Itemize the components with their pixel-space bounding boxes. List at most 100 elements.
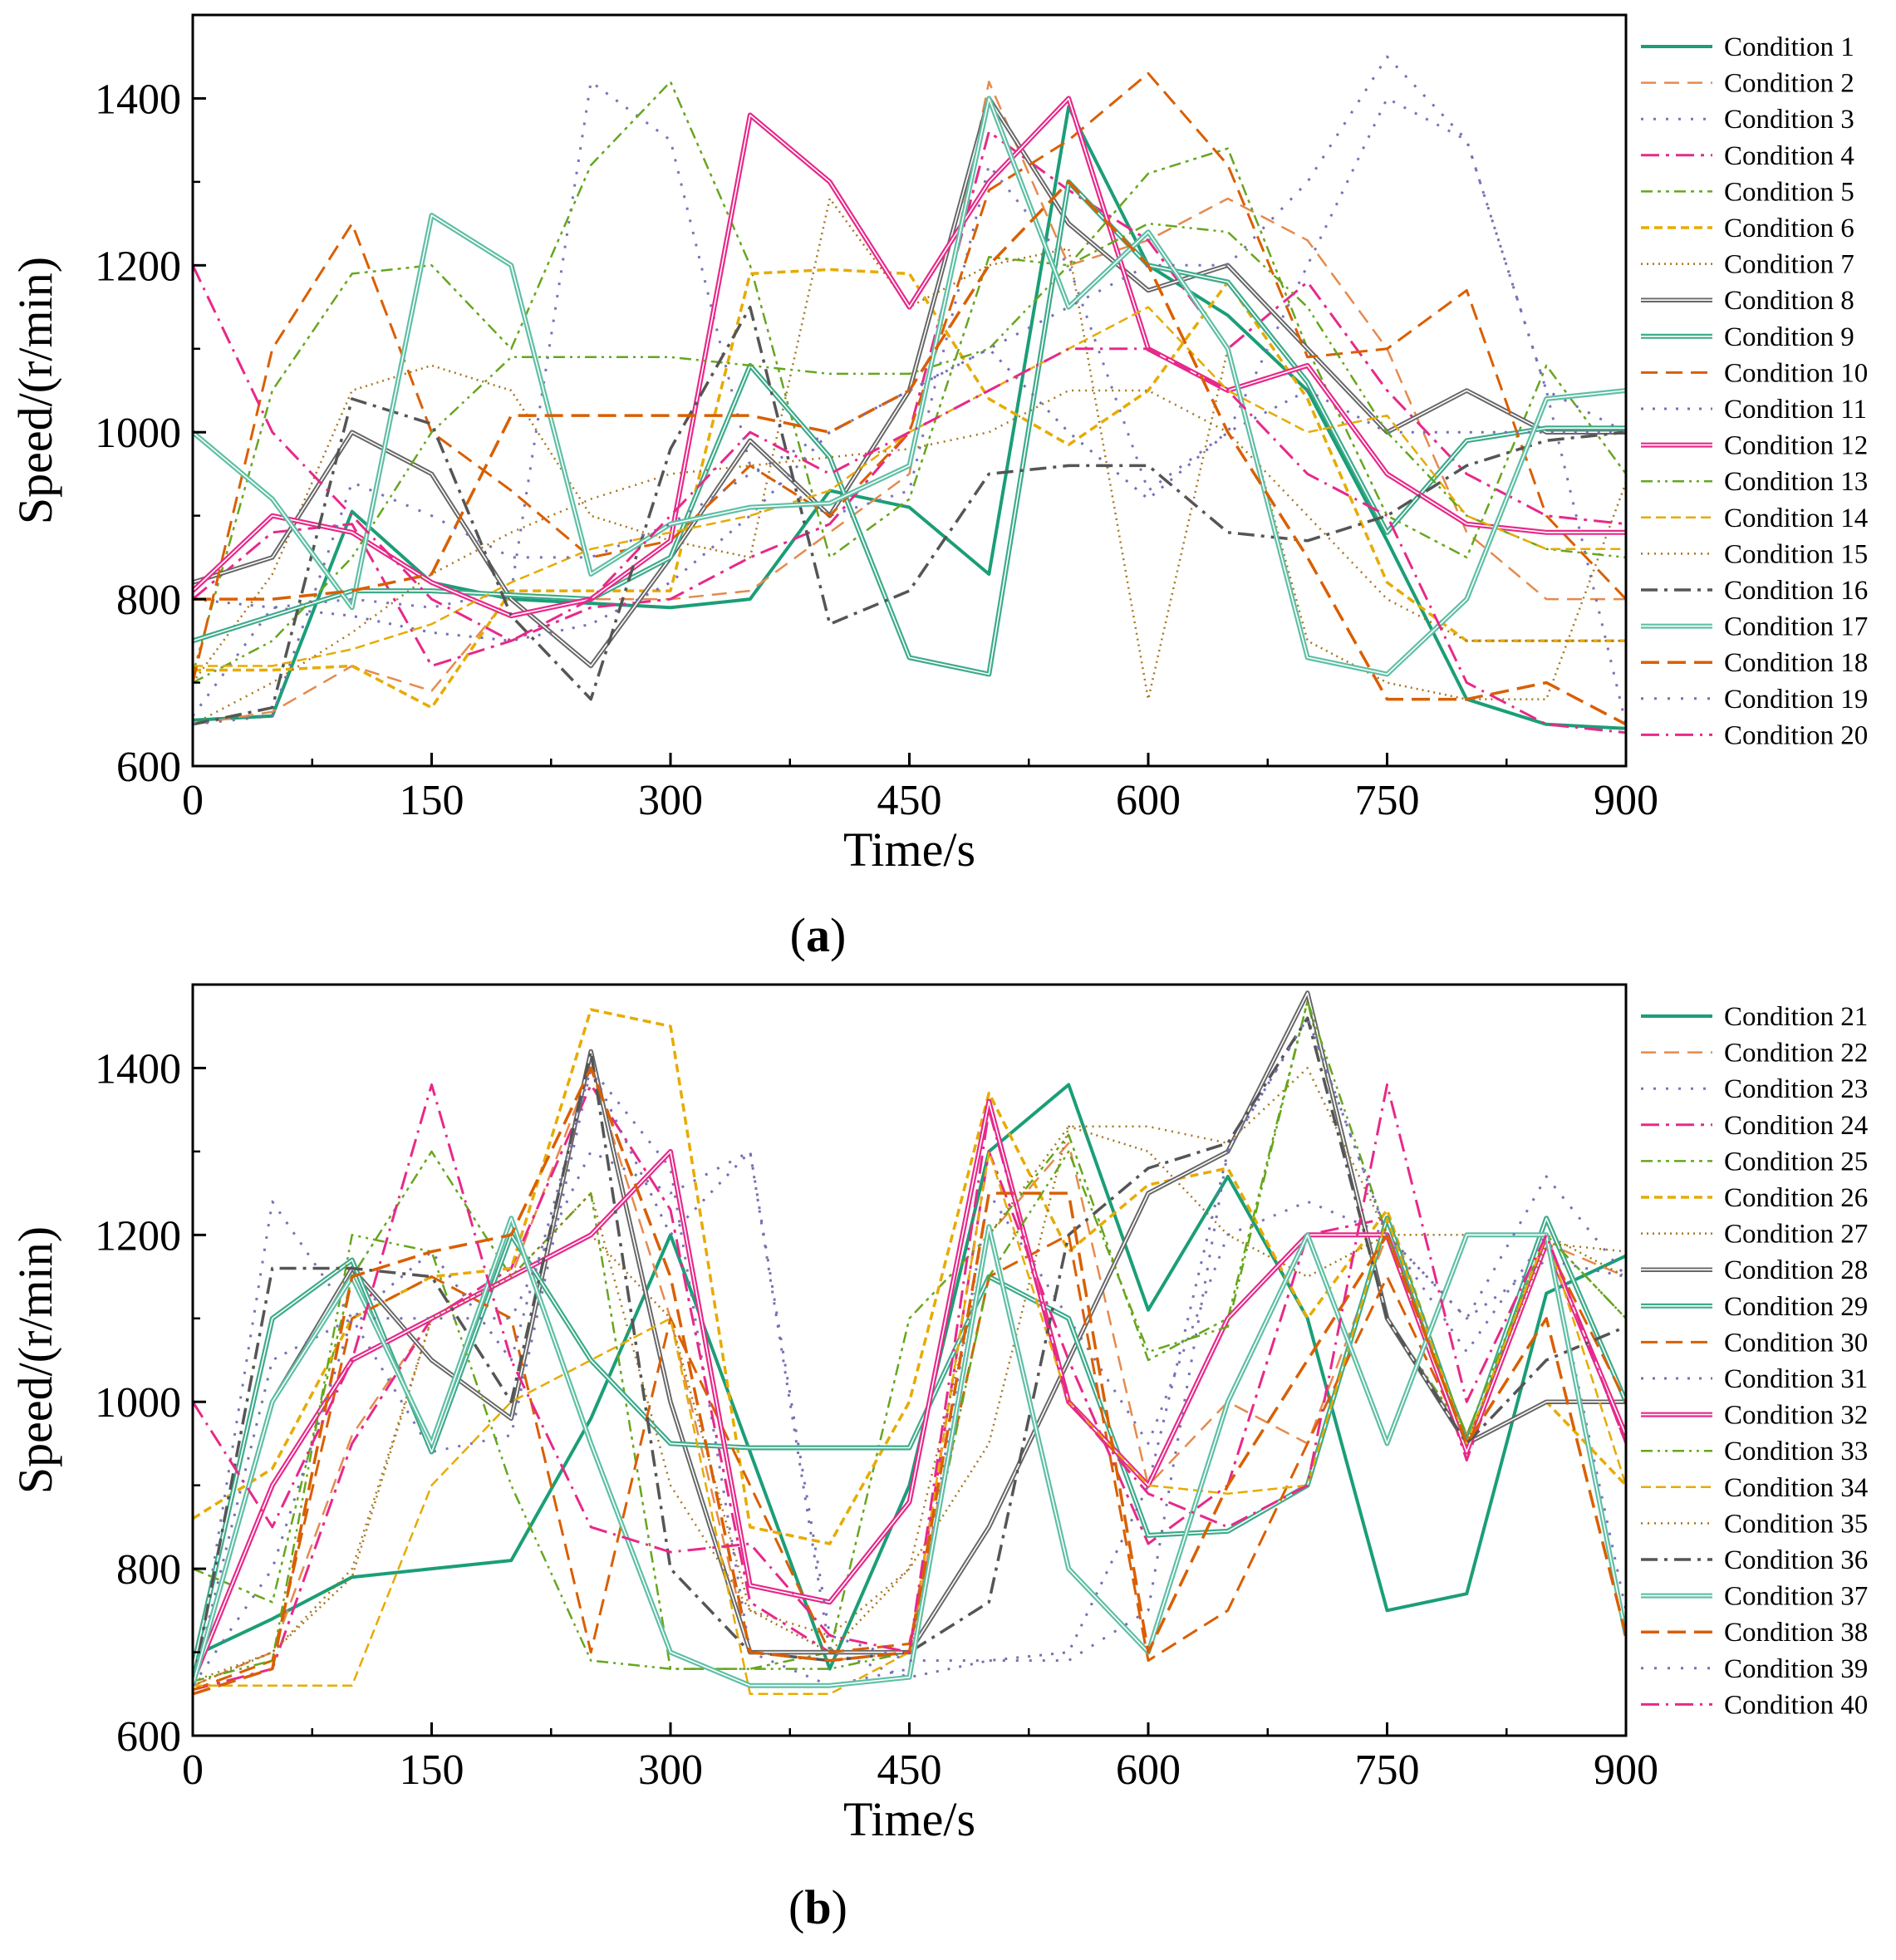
series-line-5: [193, 81, 1626, 675]
x-axis-title: Time/s: [843, 823, 975, 877]
legend: Condition 1 Condition 2 Condition 3 Conditi…: [1641, 32, 1868, 750]
series-line-inner: [193, 1217, 1626, 1687]
legend-label: Condition 17: [1724, 612, 1868, 642]
y-tick-label: 1000: [95, 1379, 181, 1427]
legend-label: Condition 19: [1724, 685, 1868, 715]
legend-label: Condition 28: [1724, 1255, 1868, 1285]
series-line-15: [193, 389, 1626, 725]
panel-label: (b): [788, 1880, 847, 1934]
series-line-20: [193, 264, 1626, 734]
series-line-6: [193, 268, 1626, 710]
series-line-outline: [193, 96, 1626, 669]
series-line-20: [193, 1083, 1626, 1654]
legend-label: Condition 33: [1724, 1437, 1868, 1466]
legend-label: Condition 39: [1724, 1654, 1868, 1684]
x-tick-label: 150: [400, 1746, 464, 1794]
legend-label: Condition 25: [1724, 1147, 1868, 1176]
series-line-6: [193, 1008, 1626, 1545]
y-tick-label: 1400: [95, 76, 181, 123]
x-tick-label: 600: [1116, 1746, 1181, 1794]
panel-label: (a): [790, 908, 847, 962]
legend-label: Condition 16: [1724, 576, 1868, 606]
legend-label: Condition 10: [1724, 358, 1868, 388]
x-tick-label: 0: [182, 1746, 204, 1794]
x-tick-label: 0: [182, 777, 204, 824]
legend-label: Condition 27: [1724, 1220, 1868, 1250]
series-line-7: [193, 197, 1626, 700]
legend-label: Condition 1: [1724, 32, 1854, 62]
y-tick-label: 600: [116, 744, 181, 791]
series-line-inner: [193, 992, 1626, 1686]
legend: Condition 21 Condition 22 Condition 23 Cond…: [1641, 1002, 1868, 1720]
panel-a: 0 150 300 450 600 750 900 600 800 1000 1200 1400 Tim…: [8, 13, 1868, 962]
y-tick-label: 1000: [95, 410, 181, 457]
legend-label: Condition 11: [1724, 395, 1867, 425]
y-tick-label: 800: [116, 577, 181, 624]
y-tick-label: 600: [116, 1713, 181, 1761]
y-axis-title: Speed/(r/min): [8, 257, 62, 524]
legend-label: Condition 13: [1724, 467, 1868, 497]
x-tick-label: 900: [1594, 1746, 1658, 1794]
legend-label: Condition 38: [1724, 1618, 1868, 1648]
series-line-16: [193, 305, 1626, 726]
series-line-4: [193, 130, 1626, 667]
x-tick-label: 450: [877, 777, 942, 824]
plot-area: [193, 990, 1626, 1696]
legend-label: Condition 32: [1724, 1401, 1868, 1431]
series-line-inner: [193, 181, 1626, 675]
y-tick-label: 1200: [95, 243, 181, 290]
legend-label: Condition 5: [1724, 177, 1854, 207]
x-tick-label: 300: [638, 1746, 703, 1794]
legend-label: Condition 18: [1724, 648, 1868, 678]
legend-label: Condition 35: [1724, 1509, 1868, 1539]
legend-label: Condition 24: [1724, 1111, 1868, 1141]
y-tick-label: 1400: [95, 1045, 181, 1093]
panel-b: 0 150 300 450 600 750 900 600 800 1000 1200 1400 Tim…: [8, 983, 1868, 1934]
series-line-18: [193, 180, 1626, 726]
legend-label: Condition 22: [1724, 1039, 1868, 1068]
x-tick-label: 750: [1355, 1746, 1420, 1794]
legend-label: Condition 6: [1724, 214, 1854, 243]
series-line-1: [193, 1083, 1626, 1671]
series-line-outline: [193, 96, 1626, 619]
y-axis-title: Speed/(r/min): [8, 1226, 62, 1494]
plot-area: [193, 55, 1626, 734]
series-line-10: [193, 71, 1626, 683]
legend-label: Condition 36: [1724, 1545, 1868, 1575]
legend-label: Condition 23: [1724, 1074, 1868, 1104]
series-line-19: [193, 55, 1626, 726]
y-tick-label: 800: [116, 1546, 181, 1594]
legend-label: Condition 37: [1724, 1582, 1868, 1612]
legend-label: Condition 20: [1724, 720, 1868, 750]
x-tick-label: 150: [400, 777, 464, 824]
series-line-outline: [193, 990, 1626, 1687]
series-line-13: [193, 1000, 1626, 1682]
series-line-2: [193, 81, 1626, 726]
series-line-inner: [193, 97, 1626, 675]
x-tick-label: 600: [1116, 777, 1181, 824]
series-line-inner: [193, 97, 1626, 617]
legend-label: Condition 31: [1724, 1364, 1868, 1394]
legend-label: Condition 7: [1724, 250, 1854, 280]
x-tick-label: 900: [1594, 777, 1658, 824]
x-axis-title: Time/s: [843, 1792, 975, 1846]
series-line-19: [193, 1016, 1626, 1687]
legend-label: Condition 30: [1724, 1328, 1868, 1358]
series-line-16: [193, 1016, 1626, 1687]
legend-label: Condition 29: [1724, 1292, 1868, 1322]
x-tick-label: 450: [877, 1746, 942, 1794]
legend-label: Condition 3: [1724, 105, 1854, 135]
series-line-7: [193, 1125, 1626, 1687]
legend-label: Condition 4: [1724, 141, 1854, 171]
x-tick-label: 750: [1355, 777, 1420, 824]
legend-label: Condition 26: [1724, 1183, 1868, 1213]
legend-label: Condition 15: [1724, 539, 1868, 569]
series-line-13: [193, 222, 1626, 684]
legend-label: Condition 9: [1724, 322, 1854, 352]
legend-label: Condition 40: [1724, 1690, 1868, 1720]
x-tick-label: 300: [638, 777, 703, 824]
legend-label: Condition 8: [1724, 286, 1854, 316]
legend-label: Condition 14: [1724, 504, 1868, 533]
legend-label: Condition 34: [1724, 1473, 1868, 1503]
